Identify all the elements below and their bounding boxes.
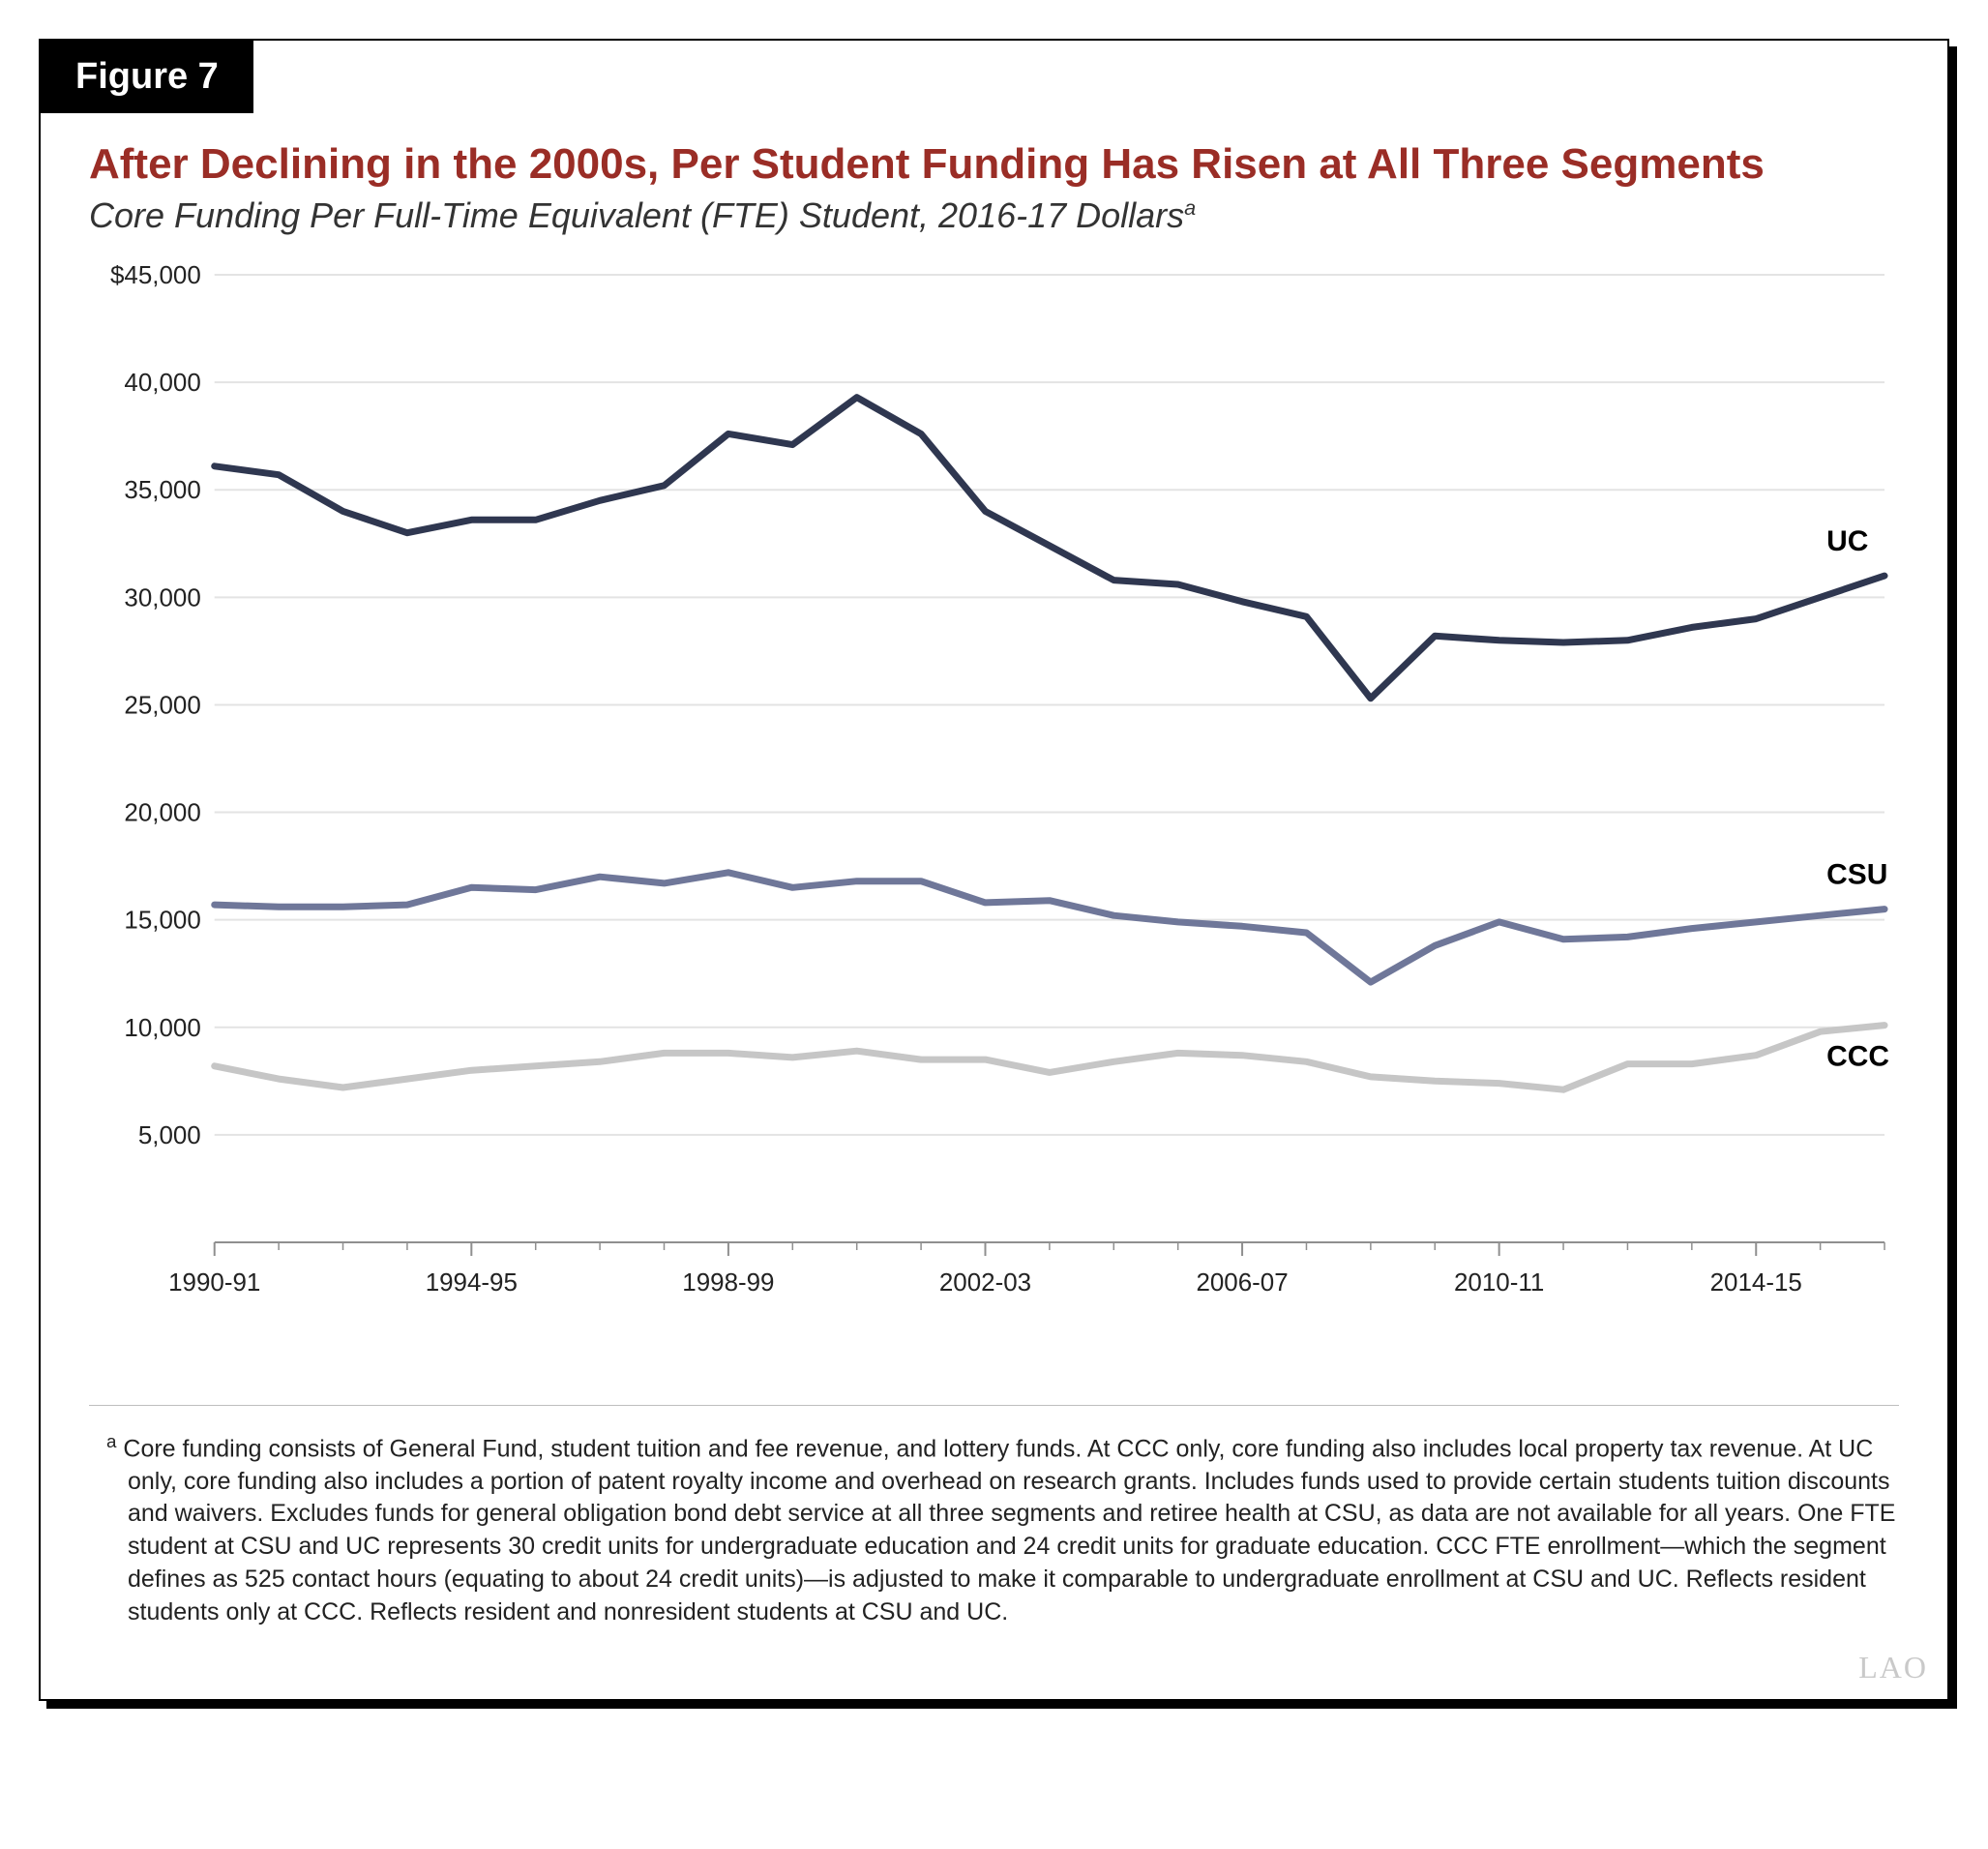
chart-title: After Declining in the 2000s, Per Studen… (89, 140, 1899, 190)
svg-text:25,000: 25,000 (124, 690, 200, 719)
svg-text:2010-11: 2010-11 (1454, 1267, 1544, 1297)
svg-text:CSU: CSU (1826, 858, 1887, 890)
figure-content: After Declining in the 2000s, Per Studen… (41, 113, 1947, 1657)
svg-text:10,000: 10,000 (124, 1012, 200, 1041)
svg-text:2014-15: 2014-15 (1710, 1267, 1802, 1297)
svg-text:20,000: 20,000 (124, 797, 200, 826)
svg-text:1998-99: 1998-99 (682, 1267, 774, 1297)
figure-label-tab: Figure 7 (41, 41, 253, 113)
svg-text:1994-95: 1994-95 (426, 1267, 518, 1297)
lao-watermark: LAO (41, 1650, 1947, 1699)
svg-text:2006-07: 2006-07 (1196, 1267, 1288, 1297)
chart-subtitle: Core Funding Per Full-Time Equivalent (F… (89, 195, 1899, 236)
figure-label-text: Figure 7 (75, 56, 219, 97)
chart-subtitle-superscript: a (1184, 195, 1196, 220)
svg-text:UC: UC (1826, 525, 1868, 557)
svg-text:1990-91: 1990-91 (168, 1267, 260, 1297)
svg-text:30,000: 30,000 (124, 582, 200, 611)
svg-text:CCC: CCC (1826, 1040, 1889, 1072)
svg-text:5,000: 5,000 (138, 1119, 201, 1148)
chart-footnote: a Core funding consists of General Fund,… (89, 1405, 1899, 1629)
footnote-superscript: a (106, 1431, 116, 1451)
svg-text:$45,000: $45,000 (110, 265, 201, 289)
svg-text:35,000: 35,000 (124, 475, 200, 504)
svg-text:2002-03: 2002-03 (939, 1267, 1031, 1297)
svg-text:40,000: 40,000 (124, 368, 200, 397)
footnote-body: Core funding consists of General Fund, s… (116, 1435, 1895, 1625)
chart-subtitle-text: Core Funding Per Full-Time Equivalent (F… (89, 195, 1184, 235)
figure-container: Figure 7 After Declining in the 2000s, P… (39, 39, 1949, 1701)
line-chart: 5,000 10,000 15,000 20,000 25,000 30,000 35,00… (89, 265, 1899, 1358)
svg-text:15,000: 15,000 (124, 905, 200, 934)
